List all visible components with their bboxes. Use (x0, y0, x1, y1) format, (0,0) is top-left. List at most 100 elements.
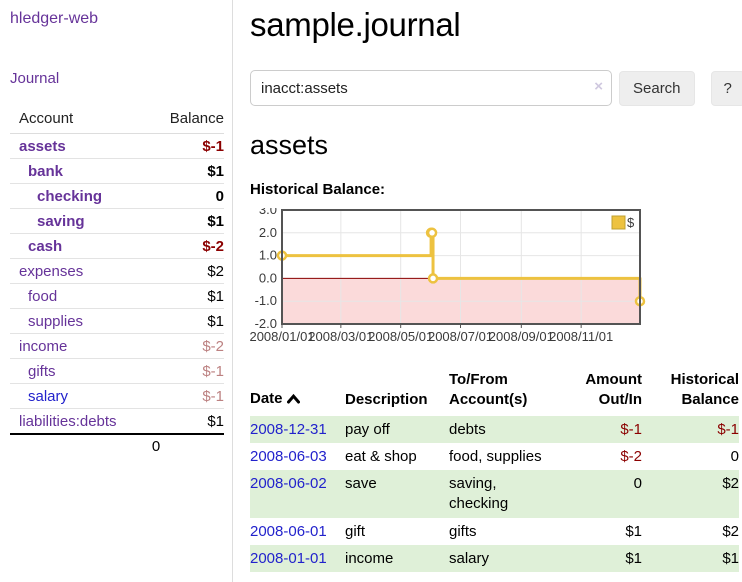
account-link[interactable]: income (19, 338, 68, 355)
transaction-balance: $-1 (717, 420, 739, 438)
x-axis-tick-label: 2008/07/01 (428, 329, 493, 344)
y-axis-tick-label: 0.0 (259, 270, 277, 285)
transaction-description: income (345, 549, 394, 567)
account-link[interactable]: salary (28, 388, 69, 405)
account-balance: 0 (151, 183, 224, 209)
transaction-accounts: debts (449, 420, 486, 438)
transaction-description: gift (345, 522, 366, 540)
x-axis-tick-label: 2008/03/01 (308, 329, 373, 344)
search-box: × (250, 70, 612, 106)
date-column-header[interactable]: Date (250, 368, 345, 416)
balance-column-header-tx[interactable]: Historical Balance (670, 371, 739, 409)
account-balance: $1 (151, 283, 224, 309)
account-row: supplies $1 (10, 308, 224, 334)
transaction-amount: $-1 (620, 420, 642, 438)
x-axis-tick-label: 2008/09/01 (489, 329, 554, 344)
transaction-amount: $1 (625, 549, 642, 567)
transaction-description: eat & shop (345, 447, 417, 465)
account-row: cash $-2 (10, 233, 224, 259)
account-row: food $1 (10, 283, 224, 309)
transaction-accounts: salary (449, 549, 490, 567)
y-axis-tick-label: 3.0 (259, 208, 277, 217)
account-link[interactable]: supplies (28, 313, 84, 330)
balance-column-header: Balance (151, 107, 224, 134)
account-balance: $-2 (151, 233, 224, 259)
account-row: income $-2 (10, 333, 224, 359)
account-balance: $1 (151, 158, 224, 184)
account-balance: $2 (151, 258, 224, 284)
y-axis-tick-label: -1.0 (255, 293, 277, 308)
account-row: gifts $-1 (10, 358, 224, 384)
transaction-balance: $2 (722, 475, 739, 492)
account-row: assets $-1 (10, 133, 224, 159)
account-balance: $-1 (151, 358, 224, 384)
transaction-accounts: saving, checking (449, 475, 509, 513)
transaction-row: 2008-06-01 gift gifts $1 $2 (250, 518, 739, 545)
account-row: checking 0 (10, 183, 224, 209)
account-link[interactable]: saving (37, 213, 85, 230)
app-brand-link[interactable]: hledger-web (10, 10, 99, 27)
accounts-column-header[interactable]: To/From Account(s) (449, 371, 528, 409)
transaction-date-link[interactable]: 2008-06-03 (250, 447, 327, 465)
transaction-description: pay off (345, 420, 390, 438)
transaction-description: save (345, 475, 377, 492)
transaction-row: 2008-12-31 pay off debts $-1 $-1 (250, 415, 739, 443)
account-balance: $1 (151, 308, 224, 334)
transaction-date-link[interactable]: 2008-12-31 (250, 420, 327, 438)
account-balance-table: Account Balance assets $-1 bank $1 checking 0… (10, 107, 224, 458)
clear-search-icon[interactable]: × (594, 78, 603, 95)
search-input[interactable] (250, 70, 612, 106)
account-balance: $-1 (151, 133, 224, 159)
account-link[interactable]: liabilities:debts (19, 413, 117, 430)
transaction-balance: $1 (722, 549, 739, 567)
account-link[interactable]: food (28, 288, 58, 305)
y-axis-tick-label: -2.0 (255, 316, 277, 331)
account-heading: assets (250, 130, 329, 160)
transaction-accounts: gifts (449, 522, 477, 540)
y-axis-tick-label: 1.0 (259, 248, 277, 263)
transaction-balance: 0 (730, 447, 739, 465)
chart-canvas: 3.0 2.0 1.0 0.0 -1.0 -2.02008/01/012008/03/01… (249, 202, 646, 344)
account-balance: $-1 (151, 383, 224, 409)
account-link[interactable]: gifts (28, 363, 56, 380)
total-balance: 0 (151, 438, 161, 455)
transaction-date-link[interactable]: 2008-01-01 (250, 549, 327, 567)
sort-ascending-icon (286, 390, 300, 410)
account-link[interactable]: checking (37, 188, 103, 205)
amount-column-header[interactable]: Amount Out/In (585, 371, 642, 409)
search-button[interactable]: Search (619, 70, 695, 106)
transaction-row: 2008-01-01 income salary $1 $1 (250, 544, 739, 572)
transaction-amount: $-2 (620, 447, 642, 465)
account-row: liabilities:debts $1 (10, 408, 224, 435)
transaction-amount: 0 (633, 475, 642, 492)
transaction-accounts: food, supplies (449, 447, 542, 465)
account-column-header: Account (10, 107, 152, 134)
x-axis-tick-label: 2008/01/01 (250, 329, 315, 344)
total-row: 0 (10, 434, 224, 458)
sidebar-item-journal[interactable]: Journal (10, 70, 60, 87)
transaction-date-link[interactable]: 2008-06-02 (250, 475, 327, 492)
account-row: salary $-1 (10, 383, 224, 409)
historical-balance-chart[interactable]: 3.0 2.0 1.0 0.0 -1.0 -2.0 2008/01/01 2008/03/01… (249, 202, 650, 348)
account-row: bank $1 (10, 158, 224, 184)
transaction-amount: $1 (625, 522, 642, 540)
x-axis-tick-label: 2008/05/01 (368, 329, 433, 344)
transactions-table: Date Description To/From Account(s) Amou… (250, 368, 739, 572)
transaction-date-link[interactable]: 2008-06-01 (250, 522, 327, 540)
main-content: sample.journal × Search ? assets Histori… (233, 0, 742, 582)
x-axis-tick-label: 2008/11/01 (549, 329, 613, 344)
account-balance: $1 (151, 408, 224, 435)
account-link[interactable]: expenses (19, 263, 84, 280)
search-bar: × Search ? (250, 70, 742, 106)
account-link[interactable]: bank (28, 163, 64, 180)
account-link[interactable]: cash (28, 238, 63, 255)
legend-swatch (611, 215, 626, 230)
account-link[interactable]: assets (19, 138, 66, 155)
description-column-header[interactable]: Description (345, 391, 428, 409)
chart-title: Historical Balance: (250, 181, 386, 198)
y-axis-tick-label: 2.0 (259, 225, 277, 240)
help-button[interactable]: ? (710, 70, 742, 106)
page-title: sample.journal (250, 6, 461, 43)
account-balance: $-2 (151, 333, 224, 359)
